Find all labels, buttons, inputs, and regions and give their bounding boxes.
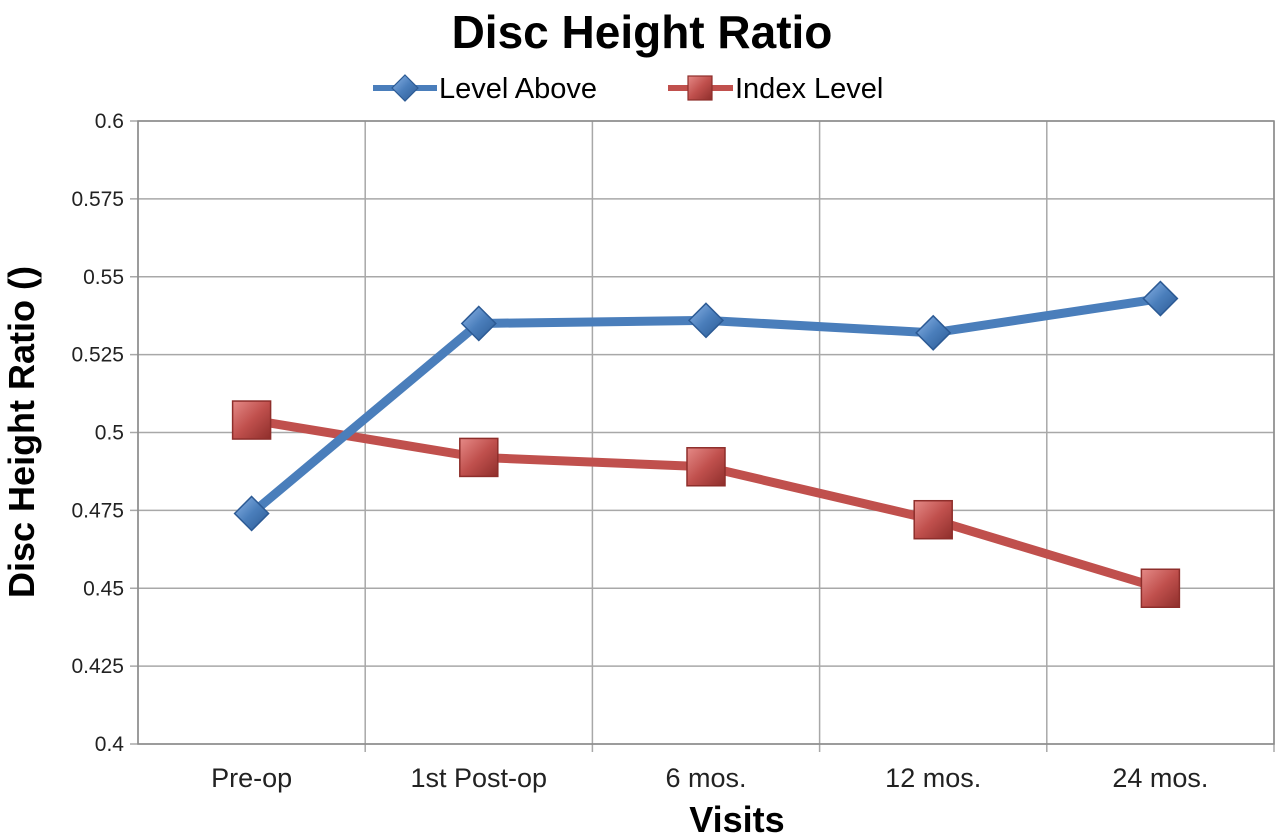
index-level-point (913, 499, 953, 540)
grid-lines (130, 120, 1275, 752)
level-above-point (1142, 280, 1179, 317)
level-above-point (687, 302, 725, 339)
y-tick-label: 0.5 (95, 422, 124, 445)
legend-label-level-above: Level Above (439, 73, 597, 105)
index-level-line (247, 415, 1165, 593)
y-tick-label: 0.575 (71, 188, 124, 211)
chart-title: Disc Height Ratio (452, 6, 833, 58)
legend-marker-index-level (687, 75, 713, 101)
x-axis-ticks: Pre-op 1st Post-op 6 mos. 12 mos. 24 mos. (211, 763, 1208, 793)
x-tick-label: 24 mos. (1112, 763, 1208, 793)
y-tick-label: 0.6 (95, 110, 124, 133)
level-above-point (915, 314, 952, 351)
index-level-point (686, 447, 726, 487)
y-tick-label: 0.45 (83, 577, 124, 600)
x-tick-label: 12 mos. (885, 763, 981, 793)
legend-marker-level-above (391, 74, 419, 102)
y-axis-title: Disc Height Ratio () (1, 266, 42, 598)
y-tick-label: 0.425 (71, 655, 124, 678)
legend-label-index-level: Index Level (735, 73, 883, 105)
index-level-point (231, 400, 272, 440)
x-tick-label: Pre-op (211, 763, 292, 793)
y-tick-label: 0.525 (71, 344, 124, 367)
y-tick-label: 0.55 (83, 266, 124, 289)
series-layer (231, 280, 1181, 608)
level-above-point (233, 495, 270, 532)
x-tick-label: 1st Post-op (411, 763, 548, 793)
level-above-point (460, 305, 497, 342)
legend: Level Above Index Level (373, 73, 883, 105)
plot-area (137, 120, 1275, 745)
x-tick-label: 6 mos. (665, 763, 746, 793)
index-level-point (1140, 568, 1181, 608)
y-tick-label: 0.4 (95, 733, 125, 756)
y-tick-label: 0.475 (71, 499, 124, 522)
y-axis-ticks: 0.4 0.425 0.45 0.475 0.5 0.525 0.55 0.575 0.6 (71, 110, 124, 756)
x-axis-title: Visits (689, 799, 784, 839)
index-level-point (459, 437, 499, 478)
